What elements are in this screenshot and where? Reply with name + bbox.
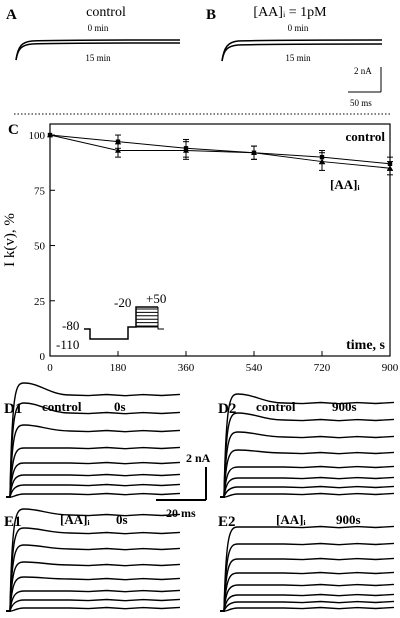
- x-tick-label: 180: [110, 362, 127, 374]
- panel-b-label-0min: 0 min: [288, 23, 309, 33]
- current-trace: [6, 561, 181, 612]
- protocol-label-20: -20: [114, 295, 131, 310]
- current-trace: [220, 593, 395, 612]
- legend-aa-label: [AA]ᵢ: [330, 177, 360, 192]
- x-tick-label: 720: [314, 362, 331, 374]
- current-trace: [6, 473, 181, 498]
- panel-e1-time: 0s: [116, 512, 128, 527]
- current-trace: [220, 600, 395, 612]
- panel-d1-traces: [6, 382, 181, 498]
- protocol-tail: [136, 326, 164, 330]
- data-point-aa: [251, 149, 257, 155]
- series-line-control: [49, 134, 391, 165]
- panel-e2-traces: [220, 525, 395, 612]
- current-trace: [220, 583, 395, 612]
- panel-d2-letter: D2: [218, 401, 236, 417]
- x-tick-label: 540: [246, 362, 263, 374]
- protocol-steps: [136, 307, 159, 327]
- current-trace: [220, 542, 395, 612]
- panel-b-letter: B: [206, 7, 216, 23]
- current-trace: [6, 446, 181, 498]
- current-trace: [6, 606, 181, 612]
- current-trace: [220, 431, 395, 498]
- protocol-waveform: [84, 306, 158, 340]
- panel-d2-time: 900s: [332, 399, 357, 414]
- panel-a-label-15min: 15 min: [85, 53, 111, 63]
- chart-c-ylabel: I k(v), %: [2, 213, 18, 267]
- current-trace: [6, 598, 181, 612]
- scalebar-de-current: 2 nA: [186, 451, 211, 465]
- panel-b-label-15min: 15 min: [285, 53, 311, 63]
- panel-e2-letter: E2: [218, 514, 236, 530]
- panel-a-letter: A: [6, 7, 17, 23]
- current-trace: [6, 508, 181, 612]
- current-trace: [220, 492, 395, 498]
- current-trace: [220, 557, 395, 612]
- current-trace: [6, 576, 181, 612]
- panel-d2-traces: [220, 393, 395, 498]
- y-tick-label: 75: [34, 185, 46, 197]
- x-tick-label: 360: [178, 362, 195, 374]
- current-trace: [220, 465, 395, 498]
- current-trace: [220, 449, 395, 498]
- plot-frame: [49, 123, 391, 357]
- panel-d1-time: 0s: [114, 399, 126, 414]
- panel-a-trace-15min: [15, 42, 181, 61]
- panel-e1-letter: E1: [4, 514, 22, 530]
- current-trace: [6, 402, 181, 498]
- current-trace: [6, 483, 181, 498]
- scalebar-ab-time: 50 ms: [350, 98, 372, 108]
- current-trace: [6, 527, 181, 612]
- protocol-label-50: +50: [146, 291, 166, 306]
- data-point-aa: [47, 132, 53, 138]
- protocol-label-110: -110: [56, 337, 79, 352]
- data-point-aa: [115, 147, 121, 153]
- y-tick-label: 25: [34, 296, 46, 308]
- chart-c-xlabel: time, s: [346, 338, 385, 353]
- current-trace: [220, 525, 395, 612]
- current-trace: [6, 544, 181, 612]
- panel-e1-traces: [6, 508, 181, 612]
- panel-c-letter: C: [8, 122, 19, 138]
- chart-c: 0 180 360 540 720 900 0 25 50 75 100: [29, 123, 399, 374]
- legend-control-label: control: [346, 129, 386, 144]
- panel-a-trace-0min: [15, 39, 181, 61]
- current-trace: [220, 606, 395, 612]
- data-point-aa: [319, 158, 325, 164]
- x-tick-label: 900: [382, 362, 399, 374]
- y-tick-label: 0: [40, 351, 46, 363]
- current-trace: [6, 424, 181, 498]
- data-point-aa: [387, 165, 393, 171]
- current-trace: [6, 382, 181, 498]
- y-tick-label: 100: [29, 130, 46, 142]
- data-point-aa: [183, 147, 189, 153]
- panel-e2-title: [AA]ᵢ: [276, 512, 306, 527]
- panel-a-title: control: [86, 5, 126, 20]
- x-tick-label: 0: [47, 362, 53, 374]
- panel-a-label-0min: 0 min: [88, 23, 109, 33]
- current-trace: [220, 571, 395, 612]
- current-trace: [220, 485, 395, 498]
- panel-b-trace-15min: [221, 43, 383, 62]
- current-trace: [220, 393, 395, 498]
- data-point-control: [115, 139, 121, 144]
- y-tick-label: 50: [34, 241, 46, 253]
- protocol-label-80: -80: [62, 318, 79, 333]
- panel-e2-time: 900s: [336, 512, 361, 527]
- current-trace: [220, 476, 395, 498]
- scalebar-de-time: 20 ms: [166, 506, 196, 520]
- panel-d2-title: control: [256, 399, 296, 414]
- current-trace: [220, 412, 395, 498]
- scalebar-ab-current: 2 nA: [354, 66, 372, 76]
- series-line-aa: [49, 134, 391, 169]
- current-trace: [6, 461, 181, 498]
- current-trace: [6, 492, 181, 498]
- panel-b-title: [AA]ᵢ = 1pM: [253, 5, 327, 20]
- current-trace: [6, 589, 181, 612]
- panel-b-trace-0min: [221, 39, 383, 62]
